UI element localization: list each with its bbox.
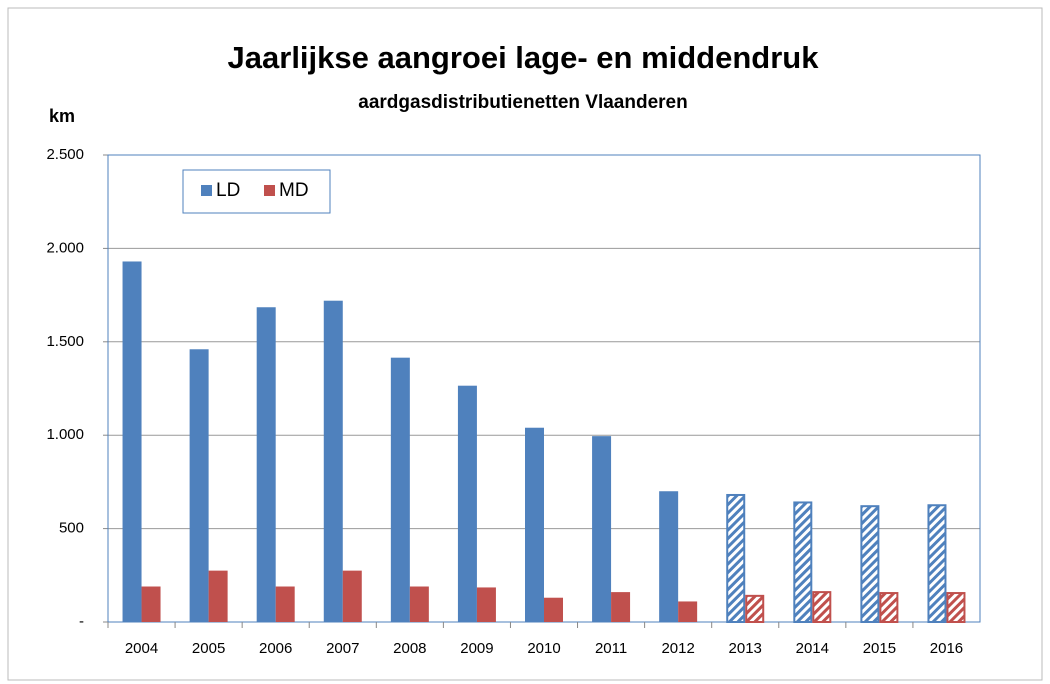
bar: [189, 349, 209, 622]
x-tick-label: 2004: [125, 640, 158, 657]
bar: [611, 592, 631, 622]
x-tick-label: 2013: [729, 640, 762, 657]
x-tick-label: 2007: [326, 640, 359, 657]
bar: [342, 570, 362, 622]
bar: [275, 586, 295, 622]
bar: [208, 570, 228, 622]
x-tick-label: 2008: [393, 640, 426, 657]
bar: [745, 594, 765, 624]
bar: [726, 493, 746, 624]
bar: [409, 586, 429, 622]
x-tick-label: 2014: [796, 640, 829, 657]
x-tick-label: 2016: [930, 640, 963, 657]
bar: [860, 505, 880, 623]
bar: [457, 385, 477, 622]
bar: [879, 592, 899, 624]
bar: [323, 300, 343, 622]
x-tick-label: 2015: [863, 640, 896, 657]
x-tick-label: 2011: [595, 640, 627, 657]
legend-label: LD: [216, 180, 240, 201]
x-tick-label: 2005: [192, 640, 225, 657]
y-tick-label: 500: [59, 520, 84, 537]
legend-label: MD: [279, 180, 309, 201]
frame: [7, 7, 1043, 681]
x-tick-label: 2012: [661, 640, 694, 657]
legend-swatch: [201, 185, 212, 196]
x-tick-label: 2006: [259, 640, 292, 657]
bar: [812, 591, 832, 623]
bar: [141, 586, 161, 622]
bar: [927, 504, 947, 623]
y-axis-label: km: [49, 106, 75, 126]
bar: [793, 501, 813, 623]
y-tick-label: 1.000: [46, 426, 84, 443]
y-tick-label: 2.500: [46, 146, 84, 163]
chart-subtitle: aardgasdistributienetten Vlaanderen: [358, 92, 687, 113]
bar: [544, 597, 563, 622]
bar: [390, 357, 410, 622]
bar: [256, 307, 276, 622]
y-tick-label: 2.000: [46, 239, 84, 256]
bar: [659, 491, 679, 622]
bar: [122, 261, 142, 622]
x-tick-label: 2009: [460, 640, 493, 657]
y-tick-label: 1.500: [46, 333, 84, 350]
x-tick-label: 2010: [527, 640, 560, 657]
legend-swatch: [264, 185, 275, 196]
bar: [476, 587, 496, 622]
bar: [592, 436, 612, 622]
bar: [678, 601, 698, 622]
y-tick-label: -: [79, 613, 84, 630]
chart-title: Jaarlijkse aangroei lage- en middendruk: [228, 40, 820, 75]
bar: [525, 427, 544, 622]
bar: [946, 592, 966, 624]
